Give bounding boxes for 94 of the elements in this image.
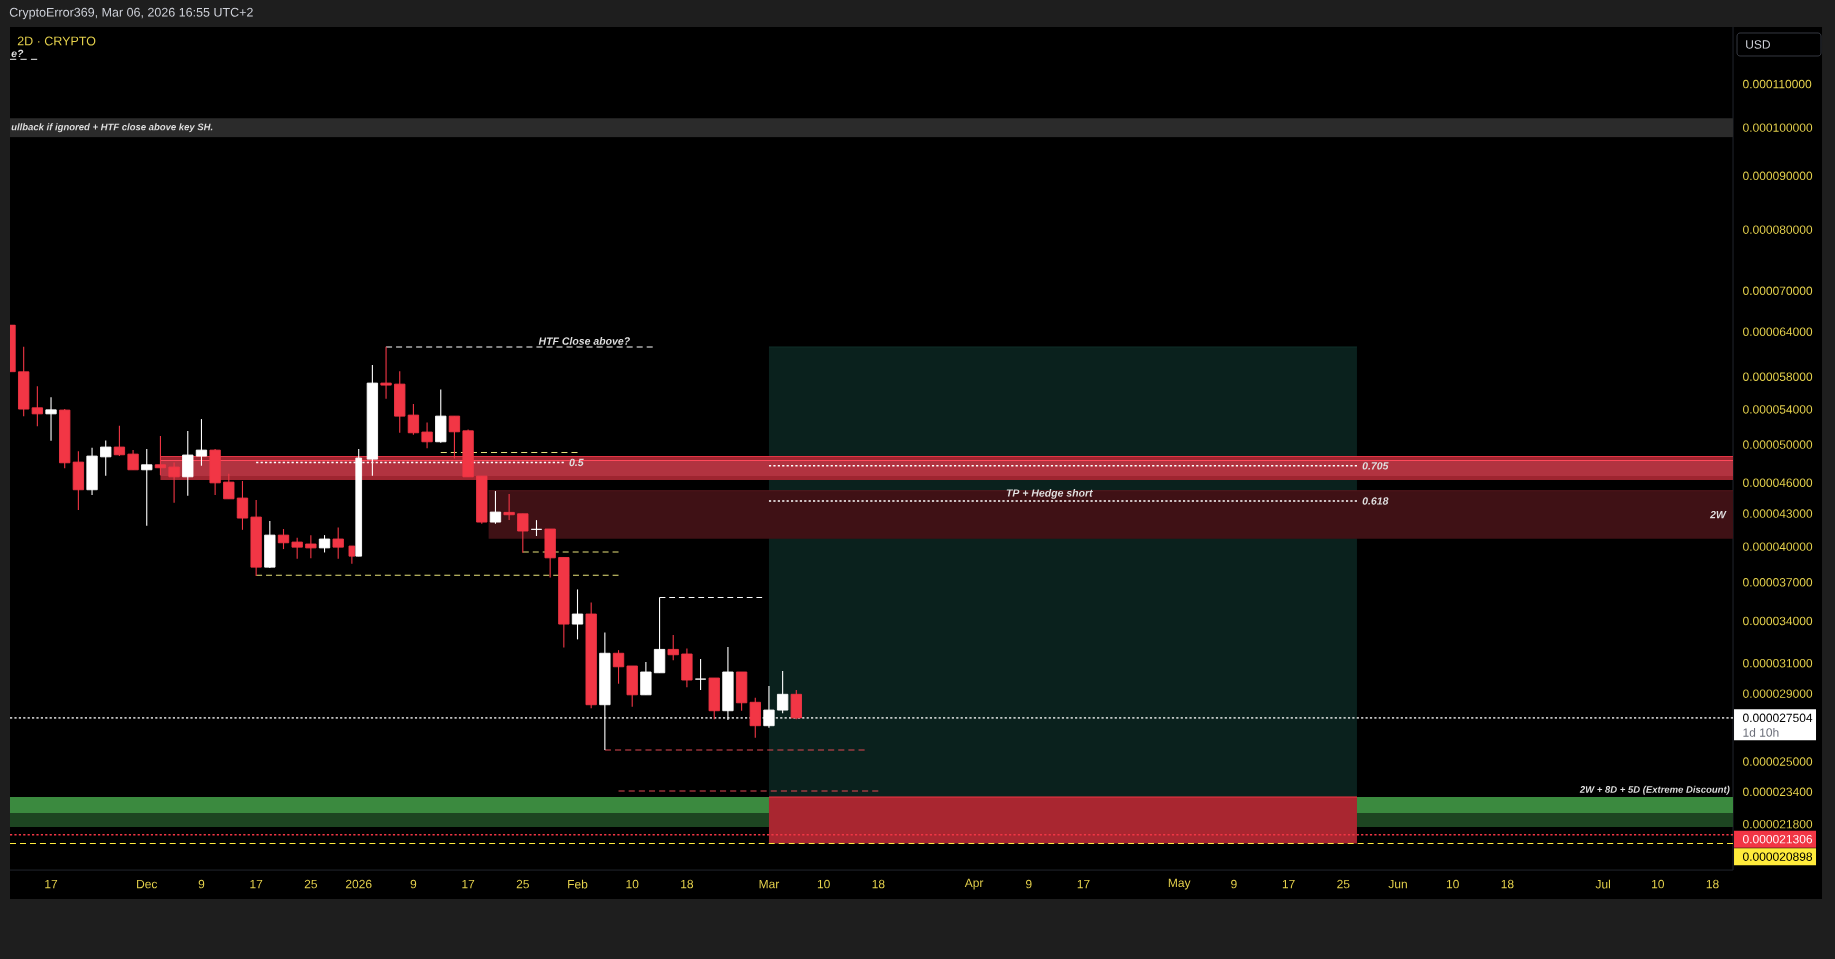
ref-line-label: 0.000020898 xyxy=(1742,852,1813,861)
y-axis-title: USD xyxy=(1746,40,1770,49)
candlestick xyxy=(154,435,167,476)
y-tick-label: 0.000080000 xyxy=(1743,225,1813,234)
band-label: ullback if ignored + HTF close above key SH. xyxy=(11,123,213,133)
y-tick-label: 0.000046000 xyxy=(1743,478,1813,487)
candlestick xyxy=(407,403,420,436)
x-tick-label: 18 xyxy=(872,879,885,889)
x-tick-label: 9 xyxy=(1231,879,1237,889)
candlestick xyxy=(749,697,761,739)
y-tick-label: 0.000050000 xyxy=(1743,440,1813,449)
x-tick-label: 10 xyxy=(1446,879,1459,889)
candlestick xyxy=(127,449,139,471)
annotation: 2W xyxy=(1709,510,1727,519)
annotation: 0.5 xyxy=(569,458,584,467)
annotation: 0.618 xyxy=(1362,497,1389,505)
ref-line-label: 0.000021306 xyxy=(1742,834,1813,844)
x-tick-label: 9 xyxy=(1026,879,1032,889)
x-tick-label: May xyxy=(1168,878,1191,890)
x-tick-label: 25 xyxy=(1337,879,1350,889)
y-tick-label: 0.000025000 xyxy=(1743,757,1813,766)
y-tick-label: 0.000021800 xyxy=(1743,819,1813,829)
candlestick xyxy=(45,396,57,442)
x-tick-label: 9 xyxy=(198,879,205,889)
y-tick-label: 0.000110000 xyxy=(1743,79,1812,89)
x-tick-label: 17 xyxy=(1282,879,1295,889)
x-tick-label: Mar xyxy=(759,879,780,889)
x-tick-label: 18 xyxy=(1706,879,1719,889)
candlestick xyxy=(421,421,433,449)
y-tick-label: 0.000058000 xyxy=(1743,372,1813,381)
text: 2D · CRYPTO xyxy=(17,36,96,46)
x-tick-label: 18 xyxy=(681,879,694,889)
text: CryptoError369, Mar 06, 2026 16:55 UTC+2 xyxy=(9,7,253,20)
x-tick-label: 10 xyxy=(817,879,830,889)
x-tick-label: Apr xyxy=(964,878,984,890)
candlestick xyxy=(223,473,235,500)
x-tick-label: Feb xyxy=(568,879,588,889)
x-tick-label: 17 xyxy=(462,879,475,889)
y-tick-label: 0.000023400 xyxy=(1743,787,1813,797)
y-tick-label: 0.000070000 xyxy=(1743,286,1813,296)
candlestick xyxy=(236,480,249,531)
x-tick-label: 10 xyxy=(626,879,639,889)
x-tick-label: 17 xyxy=(45,879,58,889)
x-tick-label: Jul xyxy=(1595,879,1610,889)
candlestick xyxy=(305,534,317,559)
candlestick xyxy=(776,670,789,714)
candlestick xyxy=(182,430,194,497)
annotation: 0.705 xyxy=(1362,462,1389,470)
x-tick-label: 17 xyxy=(1077,879,1090,889)
x-tick-label: 25 xyxy=(516,879,529,889)
x-tick-label: Jun xyxy=(1388,879,1407,889)
candlestick xyxy=(612,649,625,685)
candlestick xyxy=(332,526,344,560)
candlestick xyxy=(517,513,529,554)
y-tick-label: 0.000029000 xyxy=(1743,689,1813,698)
band-label: 2W + 8D + 5D (Extreme Discount) xyxy=(1579,785,1730,795)
y-tick-label: 0.000031000 xyxy=(1743,658,1813,668)
x-tick-label: 10 xyxy=(1652,879,1665,889)
candlestick xyxy=(667,634,679,661)
x-tick-label: 17 xyxy=(250,879,263,889)
candlestick xyxy=(571,588,584,640)
annotation: e? xyxy=(11,49,24,58)
candlestick xyxy=(380,346,392,400)
candlestick xyxy=(277,528,290,550)
candlestick xyxy=(195,418,208,467)
annotation: HTF Close above? xyxy=(538,337,630,345)
y-tick-label: 0.000064000 xyxy=(1743,327,1813,336)
candlestick xyxy=(790,689,802,720)
x-tick-label: 9 xyxy=(410,879,417,889)
y-tick-label: 0.000100000 xyxy=(1743,123,1813,132)
candlestick xyxy=(694,658,707,691)
x-tick-label: 2026 xyxy=(345,879,372,889)
candlestick xyxy=(100,439,112,477)
y-tick-label: 0.000090000 xyxy=(1743,171,1813,181)
ref-line-label: 0.000027504 xyxy=(1742,713,1813,723)
annotation: TP + Hedge short xyxy=(1006,489,1093,499)
y-tick-label: 0.000043000 xyxy=(1743,509,1813,518)
y-tick-label: 0.000037000 xyxy=(1743,578,1813,587)
y-tick-label: 0.000040000 xyxy=(1743,542,1813,551)
candlestick xyxy=(141,448,153,527)
candlestick xyxy=(640,661,652,696)
x-tick-label: 25 xyxy=(304,879,318,889)
candlestick xyxy=(113,425,126,457)
y-tick-label: 0.000054000 xyxy=(1743,405,1813,414)
x-tick-label: Dec xyxy=(137,879,158,889)
candlestick xyxy=(168,461,180,504)
candlestick xyxy=(489,490,502,525)
text: 1d 10h xyxy=(1743,727,1779,737)
candlestick xyxy=(31,385,43,427)
x-tick-label: 18 xyxy=(1501,879,1514,889)
candlestick xyxy=(503,493,515,521)
candlestick xyxy=(448,415,461,459)
candlestick xyxy=(291,537,303,560)
y-tick-label: 0.000034000 xyxy=(1743,616,1813,626)
